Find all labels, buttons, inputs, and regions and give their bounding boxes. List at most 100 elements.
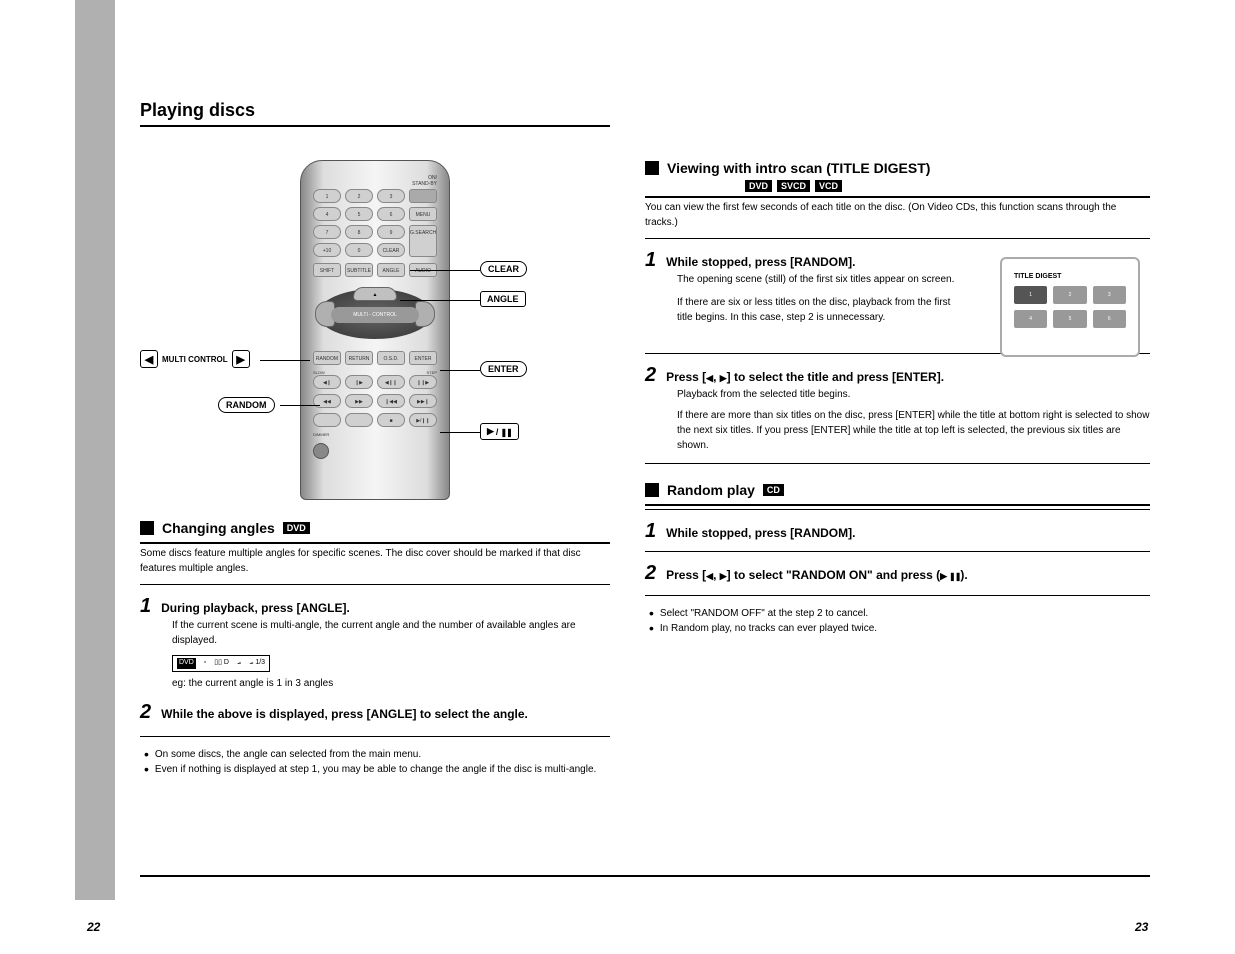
section-digest-header: Viewing with intro scan (TITLE DIGEST) <box>645 160 1150 176</box>
random-bullet1: Select "RANDOM OFF" at the step 2 to can… <box>649 606 1150 621</box>
callout-playpause: / <box>480 423 519 440</box>
remote-btn-slowfwd: ❙▶ <box>345 375 373 389</box>
section-marker-icon <box>645 483 659 497</box>
page-title: Playing discs <box>140 100 610 127</box>
section-digest-title: Viewing with intro scan (TITLE DIGEST) <box>667 160 930 176</box>
multi-right-icon: ▶ <box>232 350 250 368</box>
remote-btn-prev: ❙◀◀ <box>377 394 405 408</box>
digest-intro: You can view the first few seconds of ea… <box>645 200 1150 230</box>
remote-btn-playpause: ▶/❙❙ <box>409 413 437 427</box>
remote-btn-y <box>345 413 373 427</box>
random-step2-title: Press [, ] to select "RANDOM ON" and pre… <box>666 568 968 582</box>
section-random-header: Random play CD <box>645 482 1150 498</box>
remote-btn-steprev: ◀❙❙ <box>377 375 405 389</box>
random-step1-title: While stopped, press [RANDOM]. <box>666 526 855 540</box>
angle-step2-title: While the above is displayed, press [ANG… <box>161 707 528 721</box>
callout-clear: CLEAR <box>480 261 527 277</box>
remote-btn-8: 8 <box>345 225 373 239</box>
random-step2-num: 2 <box>645 562 656 585</box>
remote-btn-angle: ANGLE <box>377 263 405 277</box>
remote-body: ON/STAND-BY 1 2 3 4 5 6 MENU 7 8 9 G.SEA… <box>300 160 450 500</box>
osd-display: DVD ▫ ▯▯ D ⦟ ⦟ 1/3 <box>172 655 270 672</box>
remote-btn-search: G.SEARCH <box>409 225 437 257</box>
tv-preview: TITLE DIGEST 1 2 3 4 5 6 <box>1000 257 1140 357</box>
remote-btn-shift: SHIFT <box>313 263 341 277</box>
badge-svcd: SVCD <box>777 180 810 192</box>
digest-thumb-5: 5 <box>1053 310 1086 328</box>
remote-btn-menu: MENU <box>409 207 437 221</box>
remote-btn-2: 2 <box>345 189 373 203</box>
remote-btn-power <box>409 189 437 203</box>
remote-diagram: ON/STAND-BY 1 2 3 4 5 6 MENU 7 8 9 G.SEA… <box>140 160 610 510</box>
remote-btn-4: 4 <box>313 207 341 221</box>
remote-btn-stepfwd: ❙❙▶ <box>409 375 437 389</box>
angle-step2-num: 2 <box>140 701 151 724</box>
badge-dvd: DVD <box>283 522 310 534</box>
section-angle-title: Changing angles <box>162 520 275 536</box>
digest-step1-num: 1 <box>645 249 656 272</box>
callout-angle: ANGLE <box>480 291 526 307</box>
remote-btn-osd: O.S.D. <box>377 351 405 365</box>
random-bullet2: In Random play, no tracks can ever playe… <box>649 621 1150 636</box>
angle-step1-num: 1 <box>140 595 151 618</box>
digest-thumb-2: 2 <box>1053 286 1086 304</box>
digest-step2-num: 2 <box>645 364 656 387</box>
remote-btn-3: 3 <box>377 189 405 203</box>
digest-thumb-1: 1 <box>1014 286 1047 304</box>
remote-btn-plus10: +10 <box>313 243 341 257</box>
badge-dvd: DVD <box>745 180 772 192</box>
remote-btn-5: 5 <box>345 207 373 221</box>
digest-step1-body: The opening scene (still) of the first s… <box>677 274 954 285</box>
remote-btn-9: 9 <box>377 225 405 239</box>
angle-bullet2: Even if nothing is displayed at step 1, … <box>144 762 610 777</box>
callout-random: RANDOM <box>218 397 275 413</box>
multi-left-icon: ◀ <box>140 350 158 368</box>
remote-btn-next: ▶▶❙ <box>409 394 437 408</box>
remote-btn-random: RANDOM <box>313 351 341 365</box>
remote-btn-subtitle: SUBTITLE <box>345 263 373 277</box>
page-number-left: 22 <box>87 920 100 934</box>
digest-thumb-4: 4 <box>1014 310 1047 328</box>
digest-step2-body: Playback from the selected title begins. <box>677 389 850 400</box>
remote-btn-return: RETURN <box>345 351 373 365</box>
section-marker-icon <box>645 161 659 175</box>
footer-rule <box>140 875 1150 877</box>
remote-btn-x <box>313 413 341 427</box>
remote-btn-ff: ▶▶ <box>345 394 373 408</box>
random-step1-num: 1 <box>645 520 656 543</box>
remote-btn-stop: ■ <box>377 413 405 427</box>
callout-enter: ENTER <box>480 361 527 377</box>
callout-multi-control: ◀ MULTI CONTROL ▶ <box>140 350 250 368</box>
remote-btn-slowrev: ◀❙ <box>313 375 341 389</box>
remote-btn-clear: CLEAR <box>377 243 405 257</box>
left-column: ON/STAND-BY 1 2 3 4 5 6 MENU 7 8 9 G.SEA… <box>140 160 610 777</box>
angle-step1-caption: eg: the current angle is 1 in 3 angles <box>172 676 610 691</box>
page-number-right: 23 <box>1135 920 1148 934</box>
angle-bullet1: On some discs, the angle can selected fr… <box>144 747 610 762</box>
section-random-title: Random play <box>667 482 755 498</box>
badge-vcd: VCD <box>815 180 842 192</box>
section-marker-icon <box>140 521 154 535</box>
remote-btn-7: 7 <box>313 225 341 239</box>
remote-btn-dimmer <box>313 443 329 459</box>
section-angle-header: Changing angles DVD <box>140 520 610 536</box>
badge-cd: CD <box>763 484 784 496</box>
sidebar-tab <box>75 0 115 900</box>
page-content: Playing discs ON/STAND-BY 1 2 3 4 5 6 ME… <box>140 100 1150 137</box>
angle-step1-body: If the current scene is multi-angle, the… <box>172 620 576 646</box>
right-column: Viewing with intro scan (TITLE DIGEST) D… <box>645 160 1150 636</box>
digest-thumb-3: 3 <box>1093 286 1126 304</box>
remote-btn-1: 1 <box>313 189 341 203</box>
digest-step2-title: Press [, ] to select the title and press… <box>666 370 944 384</box>
angle-step1-title: During playback, press [ANGLE]. <box>161 601 350 615</box>
digest-thumb-6: 6 <box>1093 310 1126 328</box>
digest-step1-note: If there are six or less titles on the d… <box>677 295 957 325</box>
remote-btn-0: 0 <box>345 243 373 257</box>
remote-btn-enter: MULTI - CONTROL <box>331 307 419 323</box>
remote-btn-up: ▲ <box>353 287 397 301</box>
digest-step2-note: If there are more than six titles on the… <box>677 408 1150 453</box>
remote-btn-6: 6 <box>377 207 405 221</box>
remote-btn-enter2: ENTER <box>409 351 437 365</box>
digest-step1-title: While stopped, press [RANDOM]. <box>666 255 855 269</box>
angle-intro: Some discs feature multiple angles for s… <box>140 546 610 576</box>
